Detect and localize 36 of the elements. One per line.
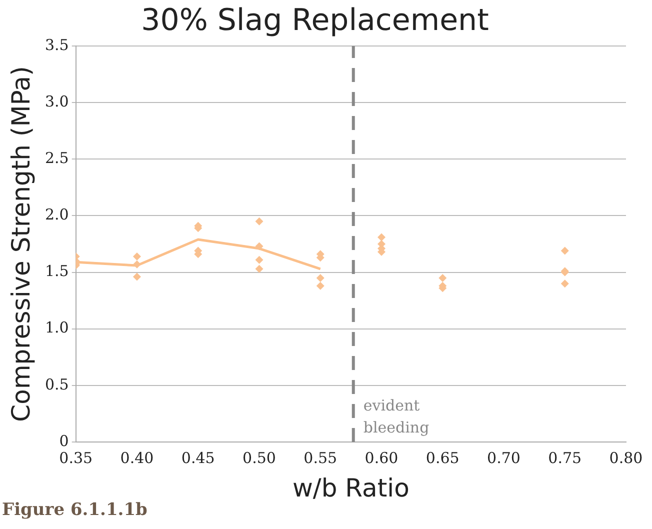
x-tick-label: 0.40 <box>120 448 154 467</box>
x-tick-label: 0.75 <box>548 448 582 467</box>
y-tick-label: 3.5 <box>44 36 69 54</box>
chart-title: 30% Slag Replacement <box>141 2 490 38</box>
point <box>438 274 447 282</box>
y-axis-title: Compressive Strength (MPa) <box>6 66 36 422</box>
y-tick-label: 1.0 <box>44 318 69 337</box>
point <box>255 256 264 264</box>
point <box>255 264 264 273</box>
x-tick-label: 0.65 <box>426 448 460 467</box>
y-tick-label: 1.5 <box>44 262 69 280</box>
y-tick-label: 2.0 <box>44 206 69 224</box>
x-tick-label: 0.60 <box>364 448 398 467</box>
caption: Figure 6.1.1.1b <box>2 500 148 520</box>
point <box>560 280 569 288</box>
point <box>132 260 141 268</box>
x-tick-label: 0.55 <box>304 448 338 467</box>
x-tick-label: 0.70 <box>487 448 520 467</box>
x-tick-label: 0.80 <box>609 448 643 467</box>
y-tick-label: 0 <box>59 432 69 450</box>
point <box>132 252 141 260</box>
point <box>255 242 264 250</box>
x-tick-label: 0.45 <box>181 448 215 467</box>
x-axis-title: w/b Ratio <box>292 474 410 502</box>
y-tick-label: 2.5 <box>44 149 69 168</box>
point <box>316 274 324 282</box>
x-tick-label: 0.50 <box>242 448 276 467</box>
ref-line-label: evident bleeding <box>363 396 430 436</box>
point <box>560 246 569 255</box>
y-tick-label: 0.5 <box>44 375 69 394</box>
point <box>132 272 141 281</box>
point <box>316 282 324 290</box>
point <box>255 217 264 226</box>
x-tick-label: 0.35 <box>59 448 93 467</box>
y-tick-label: 3.0 <box>44 92 69 110</box>
point <box>377 233 386 242</box>
